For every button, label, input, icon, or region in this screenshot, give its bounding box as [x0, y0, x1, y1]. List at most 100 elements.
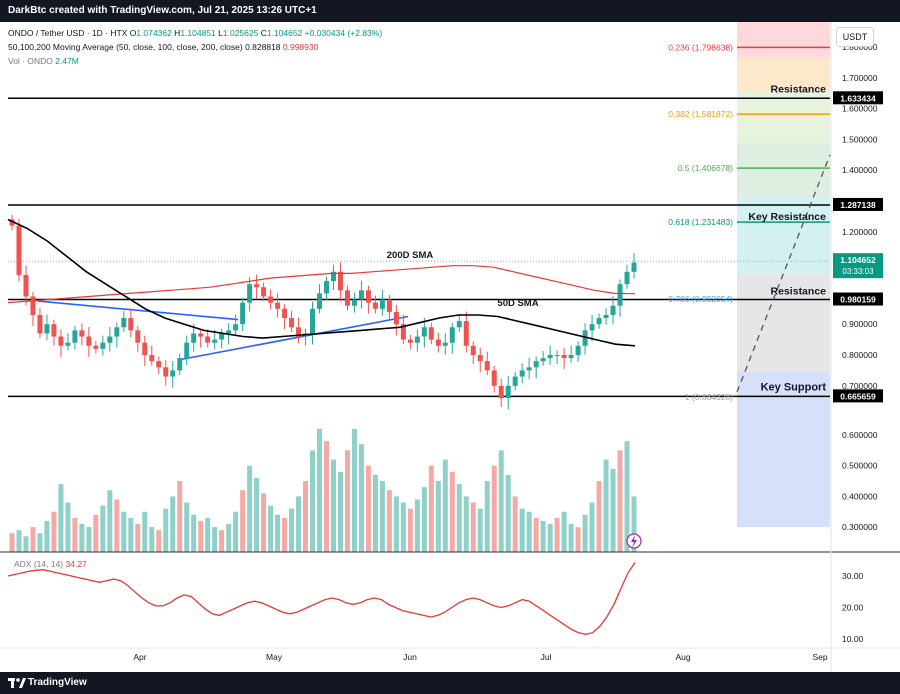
volume-bar [442, 459, 448, 552]
legend-low: 1.025625 [222, 28, 259, 38]
volume-bar [142, 511, 148, 552]
candle-body [44, 324, 50, 334]
candle-body [463, 321, 469, 346]
volume-bar [37, 533, 43, 552]
candle-body [624, 271, 630, 285]
volume-bar [561, 511, 567, 552]
volume-bar [58, 484, 64, 552]
volume-bar [233, 511, 239, 552]
volume-bar [177, 481, 183, 552]
volume-bar [519, 508, 525, 552]
candle-body [505, 385, 511, 399]
volume-bar [547, 524, 553, 552]
countdown-value: 03:33:03 [842, 267, 874, 276]
trend-line [37, 300, 239, 321]
price-tick-label: 1.800000 [842, 42, 878, 52]
price-tick-label: 1.600000 [842, 104, 878, 114]
volume-bar [603, 459, 609, 552]
candle-body [491, 370, 497, 386]
candle-body [344, 290, 350, 306]
volume-bar [337, 471, 343, 552]
candle-body [310, 308, 316, 334]
volume-bar [289, 508, 295, 552]
candle-body [617, 284, 623, 306]
moving-averages [7, 218, 636, 347]
legend-open: 1.074362 [136, 28, 172, 38]
candle-body [135, 330, 141, 343]
candle-body [107, 336, 113, 343]
zone-band [737, 22, 830, 58]
volume-bar [372, 474, 378, 552]
time-tick-label: Sep [812, 652, 827, 662]
volume-bar [428, 465, 434, 552]
candle-body [414, 336, 420, 343]
trend-line [179, 315, 409, 361]
candle-body [561, 355, 567, 359]
fib-label: 0.618 (1.231483) [668, 217, 733, 227]
candle-body [512, 376, 518, 386]
sma50-line [7, 218, 636, 347]
volume-bar [156, 530, 162, 552]
sma200-annotation: 200D SMA [387, 250, 434, 261]
price-tag-resistance-bg [833, 91, 883, 105]
currency-button[interactable]: USDT [836, 27, 874, 47]
candle-body [400, 324, 406, 340]
volume-bar [303, 481, 309, 552]
volume-bar [9, 533, 15, 552]
volume-bar [498, 450, 504, 552]
volume-bar [205, 517, 211, 552]
volume-bar [470, 502, 476, 552]
candle-body [498, 385, 504, 399]
price-tick-label: 1.400000 [842, 165, 878, 175]
volume-bar [421, 487, 427, 552]
volume-bar [240, 490, 246, 552]
volume-bar [30, 527, 36, 552]
volume-bar [93, 514, 99, 552]
price-chart[interactable]: 0.236 (1.798638) 0.382 (1.581872) 0.5 (1.4… [0, 22, 900, 672]
candle-body [184, 342, 190, 359]
volume-bar [589, 502, 595, 552]
candle-body [589, 324, 595, 331]
chart-labels: Resistance Key Resistance Resistance Key Su… [387, 83, 883, 549]
volume-tick-label: 0.500000 [842, 461, 878, 471]
fib-label: 0.236 (1.798638) [668, 42, 733, 52]
candle-body [631, 262, 637, 272]
candle-body [442, 342, 448, 346]
candle-body [330, 271, 336, 282]
volume-bar [100, 505, 106, 552]
volume-bar [128, 517, 134, 552]
volume-bar [184, 502, 190, 552]
candle-body [58, 336, 64, 346]
zone-band [737, 371, 830, 527]
candle-body [351, 299, 357, 306]
price-tick-label: 1.200000 [842, 227, 878, 237]
volume-bar [533, 517, 539, 552]
candle-body [296, 327, 302, 337]
volume-bar [610, 468, 616, 552]
volume-bar [477, 508, 483, 552]
legend-adx-label: ADX (14, 14) [14, 559, 64, 569]
candle-body [121, 318, 127, 328]
candle-body [435, 339, 441, 346]
volume-bar [226, 524, 232, 552]
price-tag-key-resistance: 1.287138 [840, 200, 876, 210]
candle-body [37, 314, 43, 334]
brand-name: TradingView [28, 677, 87, 688]
legend-ma-value-1: 0.828818 [245, 42, 281, 52]
candle-body [163, 367, 169, 377]
level-label: Key Support [761, 381, 827, 393]
candle-body [128, 318, 134, 331]
volume-bar [407, 508, 413, 552]
candle-body [323, 281, 329, 294]
candle-body [114, 327, 120, 337]
fib-zone-bands [737, 22, 830, 527]
volume-bar [568, 524, 574, 552]
candle-body [170, 370, 176, 377]
candle-body [540, 358, 546, 362]
candle-body [177, 358, 183, 371]
adx-tick-label: 10.00 [842, 634, 864, 644]
legend-symbol: ONDO / Tether USD · 1D · HTX [8, 28, 128, 38]
adx-line [7, 562, 636, 635]
time-tick-label: Jul [541, 652, 552, 662]
volume-bar [149, 527, 155, 552]
